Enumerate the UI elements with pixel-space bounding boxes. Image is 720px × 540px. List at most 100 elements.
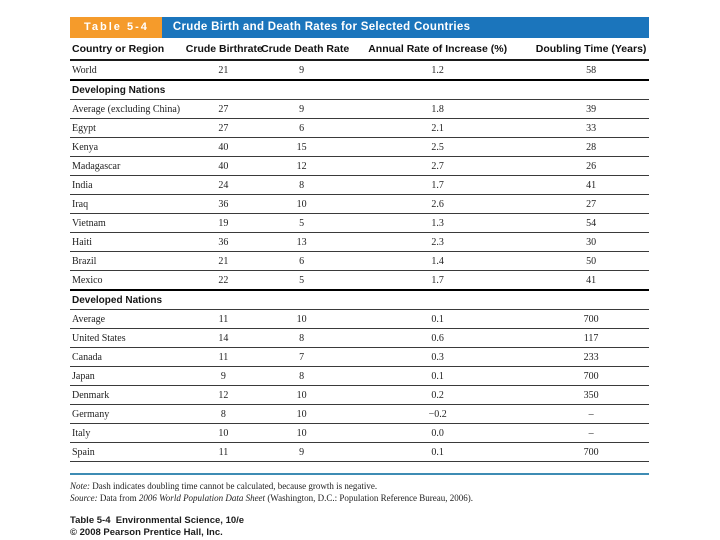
value-cell: 350 bbox=[533, 385, 649, 405]
value-cell: 11 bbox=[185, 347, 262, 367]
country-cell: Vietnam bbox=[70, 213, 186, 233]
value-cell: 50 bbox=[533, 251, 649, 271]
table-block: Table 5-4 Crude Birth and Death Rates fo… bbox=[70, 17, 649, 539]
footer-divider bbox=[70, 473, 649, 475]
value-cell: 19 bbox=[185, 213, 262, 233]
value-cell: 30 bbox=[533, 232, 649, 252]
table-row: Germany 8 10 −0.2– bbox=[70, 404, 649, 424]
country-cell: Italy bbox=[70, 423, 186, 443]
value-cell: 13 bbox=[261, 232, 343, 252]
value-cell: 40 bbox=[185, 156, 262, 176]
column-header: Doubling Time (Years) bbox=[533, 38, 649, 61]
table-row: Italy 10 10 0.0– bbox=[70, 423, 649, 443]
value-cell: 1.4 bbox=[342, 251, 534, 271]
value-cell: 0.1 bbox=[342, 442, 534, 462]
value-cell: 8 bbox=[261, 175, 343, 195]
value-cell: 9 bbox=[261, 60, 343, 81]
value-cell: 41 bbox=[533, 270, 649, 291]
value-cell: 11 bbox=[185, 309, 262, 329]
value-cell: 28 bbox=[533, 137, 649, 157]
value-cell: 11 bbox=[185, 442, 262, 462]
value-cell: 36 bbox=[185, 194, 262, 214]
value-cell: 700 bbox=[533, 442, 649, 462]
value-cell: 2.5 bbox=[342, 137, 534, 157]
value-cell: 1.2 bbox=[342, 60, 534, 81]
value-cell: −0.2 bbox=[342, 404, 534, 424]
table-row: World 21 9 1.2 58 bbox=[70, 60, 649, 81]
credit-book-title: Environmental Science, 10/e bbox=[115, 515, 245, 526]
table-row: Iraq 36 10 2.6 27 bbox=[70, 194, 649, 214]
value-cell: 8 bbox=[185, 404, 262, 424]
value-cell: 0.1 bbox=[342, 366, 534, 386]
value-cell: 24 bbox=[185, 175, 262, 195]
table-row: Haiti 36 13 2.3 30 bbox=[70, 232, 649, 252]
country-cell: Germany bbox=[70, 404, 186, 424]
value-cell: 22 bbox=[185, 270, 262, 291]
table-header-row: Country or Region Crude Birthrate Crude De… bbox=[70, 38, 649, 61]
value-cell: – bbox=[533, 423, 649, 443]
value-cell: 39 bbox=[533, 99, 649, 119]
column-header: Crude Birthrate bbox=[185, 38, 263, 61]
table-row: Vietnam 19 5 1.3 54 bbox=[70, 213, 649, 233]
country-cell: Haiti bbox=[70, 232, 186, 252]
table-row: Canada 11 7 0.3 233 bbox=[70, 347, 649, 367]
value-cell: 12 bbox=[185, 385, 262, 405]
value-cell: 1.8 bbox=[342, 99, 534, 119]
country-cell: Japan bbox=[70, 366, 186, 386]
value-cell: 6 bbox=[261, 251, 343, 271]
table-row: Kenya 40 15 2.5 28 bbox=[70, 137, 649, 157]
note-label: Note: bbox=[70, 481, 90, 491]
value-cell: 6 bbox=[261, 118, 343, 138]
country-cell: Iraq bbox=[70, 194, 186, 214]
value-cell: 21 bbox=[185, 60, 262, 81]
country-cell: Brazil bbox=[70, 251, 186, 271]
country-cell: Average (excluding China) bbox=[70, 99, 186, 119]
table-row: Average 11 10 0.1 700 bbox=[70, 309, 649, 329]
table-row: Madagascar 40 12 2.7 26 bbox=[70, 156, 649, 176]
country-cell: India bbox=[70, 175, 186, 195]
column-header: Country or Region bbox=[70, 38, 186, 61]
section-label: Developing Nations bbox=[70, 80, 649, 100]
value-cell: 1.7 bbox=[342, 270, 534, 291]
value-cell: 10 bbox=[261, 385, 343, 405]
value-cell: 2.7 bbox=[342, 156, 534, 176]
value-cell: 1.3 bbox=[342, 213, 534, 233]
value-cell: 0.2 bbox=[342, 385, 534, 405]
table-row: Egypt 27 6 2.1 33 bbox=[70, 118, 649, 138]
value-cell: – bbox=[533, 404, 649, 424]
value-cell: 10 bbox=[261, 309, 343, 329]
value-cell: 2.3 bbox=[342, 232, 534, 252]
section-header-row: Developing Nations bbox=[70, 80, 649, 100]
country-cell: Mexico bbox=[70, 270, 186, 291]
country-cell: United States bbox=[70, 328, 186, 348]
value-cell: 0.1 bbox=[342, 309, 534, 329]
source-suffix: (Washington, D.C.: Population Reference … bbox=[265, 493, 474, 503]
value-cell: 27 bbox=[185, 118, 262, 138]
table-row: Denmark 12 10 0.2 350 bbox=[70, 385, 649, 405]
table-title: Crude Birth and Death Rates for Selected… bbox=[161, 17, 649, 38]
value-cell: 12 bbox=[261, 156, 343, 176]
value-cell: 40 bbox=[185, 137, 262, 157]
value-cell: 10 bbox=[261, 404, 343, 424]
table-number-tab: Table 5-4 bbox=[70, 17, 162, 38]
value-cell: 9 bbox=[261, 442, 343, 462]
country-cell: Denmark bbox=[70, 385, 186, 405]
value-cell: 10 bbox=[261, 423, 343, 443]
value-cell: 1.7 bbox=[342, 175, 534, 195]
country-cell: World bbox=[70, 60, 186, 81]
section-header-row: Developed Nations bbox=[70, 290, 649, 310]
table-row: United States 14 8 0.6 117 bbox=[70, 328, 649, 348]
credit-table-ref: Table 5-4 Environmental Science, 10/e bbox=[70, 515, 649, 527]
table-row: Japan 9 8 0.1 700 bbox=[70, 366, 649, 386]
value-cell: 14 bbox=[185, 328, 262, 348]
value-cell: 8 bbox=[261, 328, 343, 348]
section-label: Developed Nations bbox=[70, 290, 649, 310]
value-cell: 0.6 bbox=[342, 328, 534, 348]
value-cell: 54 bbox=[533, 213, 649, 233]
table-row: Brazil 21 6 1.4 50 bbox=[70, 251, 649, 271]
value-cell: 36 bbox=[185, 232, 262, 252]
value-cell: 2.6 bbox=[342, 194, 534, 214]
value-cell: 8 bbox=[261, 366, 343, 386]
value-cell: 58 bbox=[533, 60, 649, 81]
note-line: Note: Dash indicates doubling time canno… bbox=[70, 480, 649, 492]
